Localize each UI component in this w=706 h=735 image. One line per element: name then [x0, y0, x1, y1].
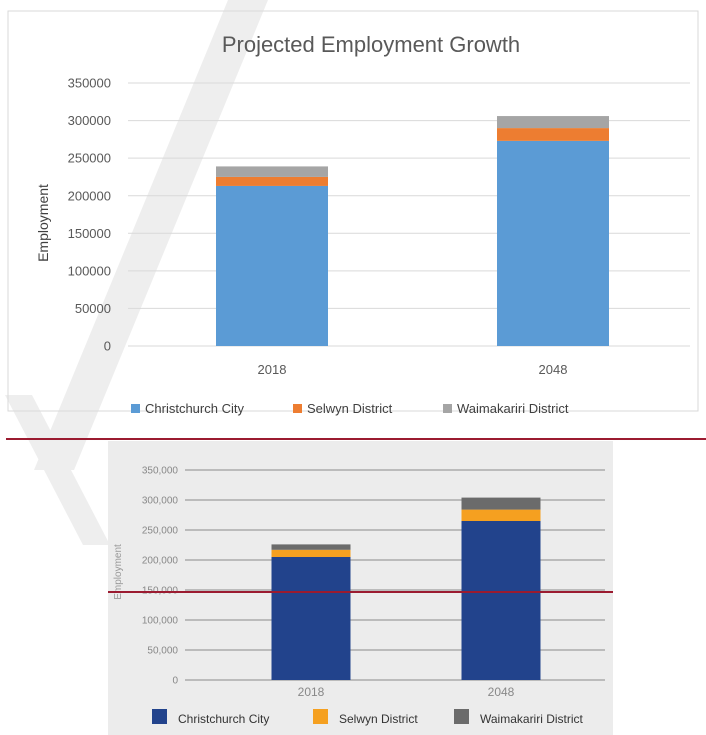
legend-label: Waimakariri District — [457, 401, 569, 416]
legend: Christchurch City Selwyn District Waimakar… — [131, 401, 569, 416]
bar-waimakariri-district-2048 — [461, 497, 541, 510]
legend-swatch — [313, 709, 328, 724]
bar-selwyn-district-2048 — [461, 509, 541, 521]
y-tick-label: 250000 — [68, 151, 111, 166]
x-tick-label: 2018 — [258, 362, 287, 377]
lower-y-axis-label: Employment — [113, 544, 124, 600]
x-tick-label: 2048 — [488, 685, 515, 699]
bar-waimakariri-district-2048 — [497, 116, 609, 129]
bar-christchurch-city-2018 — [216, 185, 328, 346]
bar-selwyn-district-2018 — [271, 549, 351, 557]
x-tick-labels: 2018 2048 — [258, 362, 568, 377]
y-tick-label: 100,000 — [142, 616, 179, 627]
y-tick-label: 300000 — [68, 113, 111, 128]
lower-legend: Christchurch City Selwyn District Waimakar… — [152, 709, 584, 726]
y-tick-label: 350,000 — [142, 466, 179, 477]
legend-label: Christchurch City — [178, 712, 269, 726]
y-tick-labels: 0 50000 100000 150000 200000 250000 300000 3500… — [68, 76, 111, 354]
bars — [216, 116, 609, 346]
legend-label: Waimakariri District — [480, 712, 584, 726]
bar-christchurch-city-2048 — [461, 521, 541, 680]
bar-waimakariri-district-2018 — [216, 166, 328, 177]
y-tick-label: 0 — [172, 676, 178, 687]
legend-swatch — [443, 404, 452, 413]
legend-swatch — [454, 709, 469, 724]
legend-swatch — [293, 404, 302, 413]
chart-title: Projected Employment Growth — [222, 32, 520, 57]
bar-christchurch-city-2048 — [497, 140, 609, 346]
bar-selwyn-district-2018 — [216, 176, 328, 186]
y-tick-label: 150000 — [68, 226, 111, 241]
legend-label: Selwyn District — [307, 401, 393, 416]
lower-bars — [271, 497, 541, 680]
y-tick-label: 100000 — [68, 263, 111, 278]
legend-swatch — [152, 709, 167, 724]
legend-label: Selwyn District — [339, 712, 418, 726]
y-tick-label: 300,000 — [142, 496, 179, 507]
watermark-stroke — [34, 0, 268, 470]
x-tick-label: 2048 — [539, 362, 568, 377]
watermark-stroke-2 — [5, 395, 110, 545]
y-tick-label: 200,000 — [142, 556, 179, 567]
y-tick-label: 250,000 — [142, 526, 179, 537]
x-tick-label: 2018 — [298, 685, 325, 699]
y-tick-label: 200000 — [68, 188, 111, 203]
legend-swatch — [131, 404, 140, 413]
y-tick-label: 50,000 — [147, 646, 178, 657]
y-tick-label: 350000 — [68, 76, 111, 91]
bar-christchurch-city-2018 — [271, 557, 351, 680]
y-tick-label: 0 — [104, 339, 111, 354]
bar-waimakariri-district-2018 — [271, 544, 351, 550]
lower-x-tick-labels: 2018 2048 — [298, 685, 515, 699]
y-tick-label: 50000 — [75, 301, 111, 316]
legend-label: Christchurch City — [145, 401, 244, 416]
bar-selwyn-district-2048 — [497, 128, 609, 141]
chart-frame — [7, 10, 699, 412]
y-axis-label: Employment — [35, 184, 51, 262]
